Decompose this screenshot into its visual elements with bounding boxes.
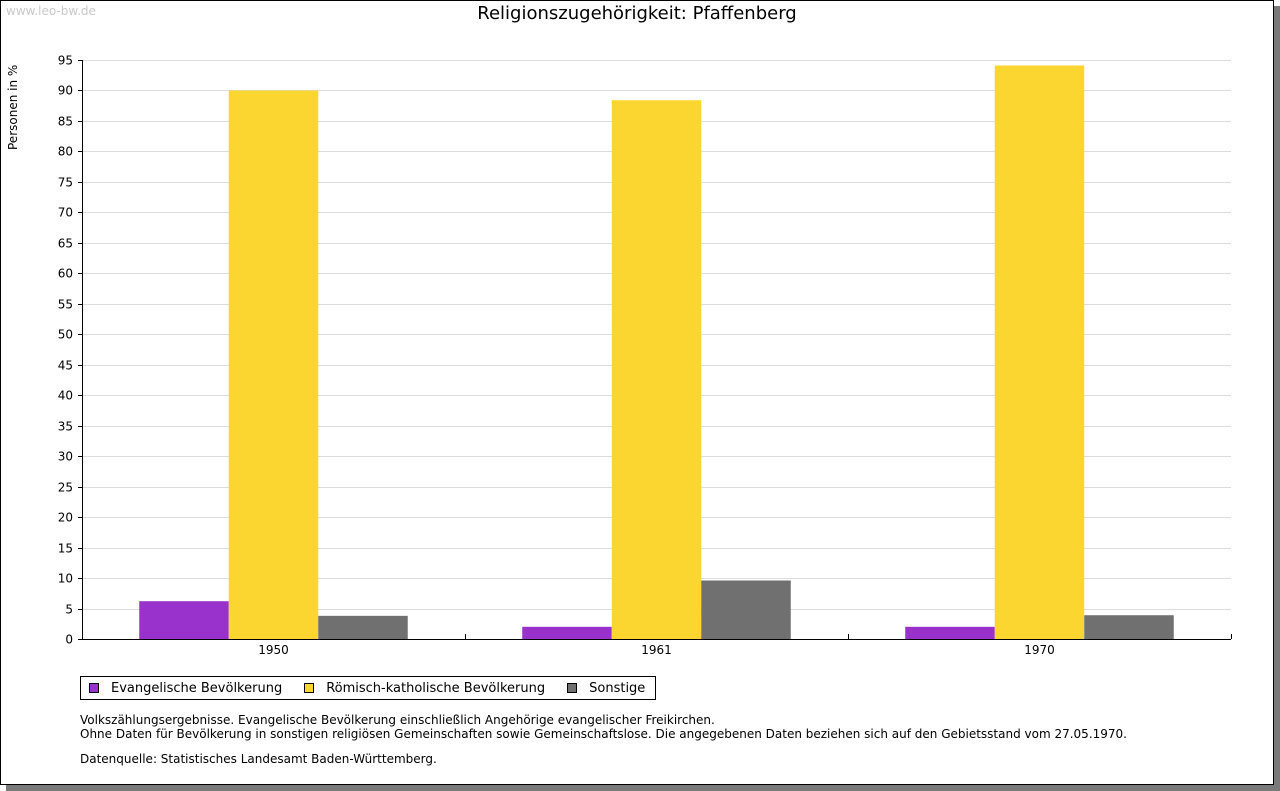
x-tick-label: 1950 — [258, 643, 289, 657]
y-tick-label: 50 — [58, 328, 73, 342]
y-tick-label: 90 — [58, 84, 73, 98]
legend-label-sonstige: Sonstige — [589, 680, 646, 696]
legend-swatch-sonstige — [567, 683, 578, 693]
y-tick-label: 5 — [65, 603, 73, 617]
y-tick-label: 40 — [58, 389, 73, 403]
legend-swatch-katholisch — [304, 683, 315, 693]
legend-swatch-evangelisch — [89, 683, 99, 693]
y-tick-label: 30 — [58, 450, 73, 464]
bar — [228, 90, 319, 639]
y-tick-label: 10 — [58, 572, 73, 586]
x-tick-label: 1970 — [1024, 643, 1055, 657]
y-tick-label: 35 — [58, 420, 73, 434]
y-tick-label: 80 — [58, 145, 73, 159]
chart-title: Religionszugehörigkeit: Pfaffenberg — [477, 3, 797, 24]
note-line-2: Ohne Daten für Bevölkerung in sonstigen … — [80, 727, 1127, 741]
bar — [701, 580, 791, 639]
bar — [318, 615, 408, 639]
bar — [994, 65, 1085, 640]
note-line-1: Volkszählungsergebnisse. Evangelische Be… — [80, 713, 715, 727]
y-tick-label: 75 — [58, 176, 73, 190]
y-tick-label: 85 — [58, 115, 73, 129]
legend-label-evangelisch: Evangelische Bevölkerung — [111, 680, 283, 696]
watermark: www.leo-bw.de — [6, 4, 96, 18]
y-tick-label: 0 — [65, 633, 73, 647]
y-tick-label: 70 — [58, 206, 73, 220]
legend-label-katholisch: Römisch-katholische Bevölkerung — [326, 680, 546, 696]
y-tick-label: 20 — [58, 511, 73, 525]
data-source: Datenquelle: Statistisches Landesamt Bad… — [80, 752, 437, 766]
legend-item-sonstige: Sonstige — [567, 681, 645, 696]
bar — [139, 601, 229, 639]
y-tick-label: 25 — [58, 481, 73, 495]
y-tick-label: 65 — [58, 237, 73, 251]
y-tick-label: 45 — [58, 359, 73, 373]
bar — [522, 626, 612, 639]
bar — [1084, 615, 1174, 639]
y-tick-label: 15 — [58, 542, 73, 556]
legend: Evangelische Bevölkerung Römisch-katholi… — [80, 676, 657, 700]
x-tick-label: 1961 — [641, 643, 672, 657]
legend-item-katholisch: Römisch-katholische Bevölkerung — [304, 681, 545, 696]
y-tick-label: 95 — [58, 54, 73, 68]
y-tick-label: 55 — [58, 298, 73, 312]
chart-notes: Volkszählungsergebnisse. Evangelische Be… — [80, 713, 1127, 741]
bar — [611, 100, 702, 639]
y-tick-label: 60 — [58, 267, 73, 281]
bar — [905, 626, 995, 639]
legend-item-evangelisch: Evangelische Bevölkerung — [89, 681, 282, 696]
